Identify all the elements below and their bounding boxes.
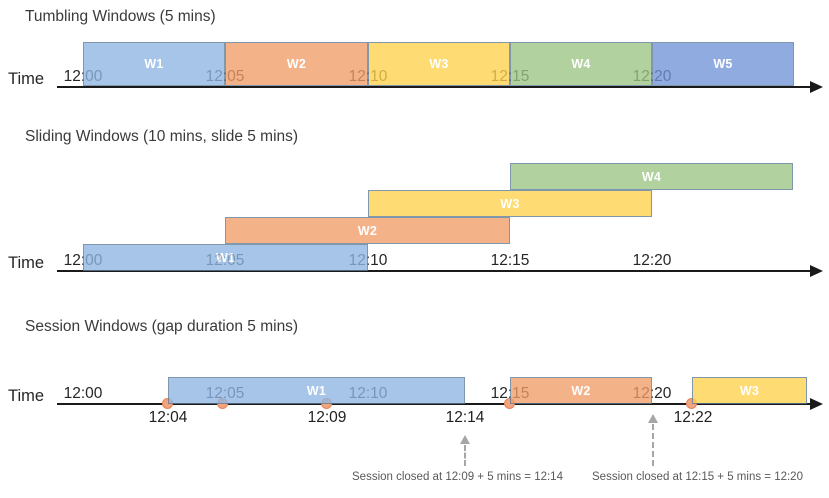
window-label: W4 xyxy=(641,169,662,184)
tumbling-time-axis-label: Time xyxy=(8,70,45,88)
window-label: W3 xyxy=(429,57,449,71)
sliding-time-axis-label: Time xyxy=(8,254,45,272)
tumbling-axis-arrowhead-icon xyxy=(810,81,823,93)
event-time-1209: 12:09 xyxy=(307,409,347,426)
sliding-window-w3: W3 xyxy=(368,190,652,217)
sliding-axis-arrowhead-icon xyxy=(810,265,823,277)
tumbling-window-w5: W5 xyxy=(652,42,794,86)
window-label: W2 xyxy=(357,223,378,238)
session-window-w1: W1 xyxy=(168,377,465,404)
sliding-window-w4: W4 xyxy=(510,163,793,190)
session-closed-annotation-1: Session closed at 12:09 + 5 mins = 12:14 xyxy=(352,471,563,483)
window-label: W5 xyxy=(713,57,733,71)
window-label: W1 xyxy=(306,383,327,398)
dashed-arrow-line xyxy=(464,445,466,466)
window-label: W4 xyxy=(571,57,591,71)
window-label: W2 xyxy=(286,57,307,71)
arrow-up-icon xyxy=(648,414,658,423)
tumbling-time-axis-line xyxy=(57,86,810,88)
event-time-1214: 12:14 xyxy=(445,409,485,426)
session-tick-1200: 12:00 xyxy=(63,385,103,402)
window-label: W3 xyxy=(500,196,520,211)
tumbling-window-w1: W1 xyxy=(83,42,225,86)
sliding-title: Sliding Windows (10 mins, slide 5 mins) xyxy=(25,128,299,145)
window-label: W1 xyxy=(215,250,236,265)
window-label: W2 xyxy=(571,383,591,398)
event-time-1222: 12:22 xyxy=(673,409,713,426)
session-axis-arrowhead-icon xyxy=(810,398,823,410)
event-time-1204: 12:04 xyxy=(148,409,188,426)
session-window-w2: W2 xyxy=(510,377,652,404)
tumbling-window-w2: W2 xyxy=(225,42,368,86)
session-closed-annotation-2: Session closed at 12:15 + 5 mins = 12:20 xyxy=(592,471,803,483)
sliding-time-axis-line xyxy=(57,270,810,272)
sliding-tick-1220: 12:20 xyxy=(632,252,672,269)
tumbling-title: Tumbling Windows (5 mins) xyxy=(25,8,216,25)
window-label: W1 xyxy=(144,57,164,71)
sliding-window-w2: W2 xyxy=(225,217,510,244)
session-time-axis-line xyxy=(57,403,810,405)
session-time-axis-label: Time xyxy=(8,387,45,405)
dashed-arrow-line xyxy=(652,424,654,466)
session-title: Session Windows (gap duration 5 mins) xyxy=(25,318,299,335)
session-window-w3: W3 xyxy=(692,377,807,404)
sliding-window-w1: W1 xyxy=(83,244,368,271)
tumbling-window-w4: W4 xyxy=(510,42,652,86)
arrow-up-icon xyxy=(460,435,470,444)
tumbling-window-w3: W3 xyxy=(368,42,510,86)
sliding-tick-1215: 12:15 xyxy=(490,252,530,269)
window-label: W3 xyxy=(739,383,760,398)
